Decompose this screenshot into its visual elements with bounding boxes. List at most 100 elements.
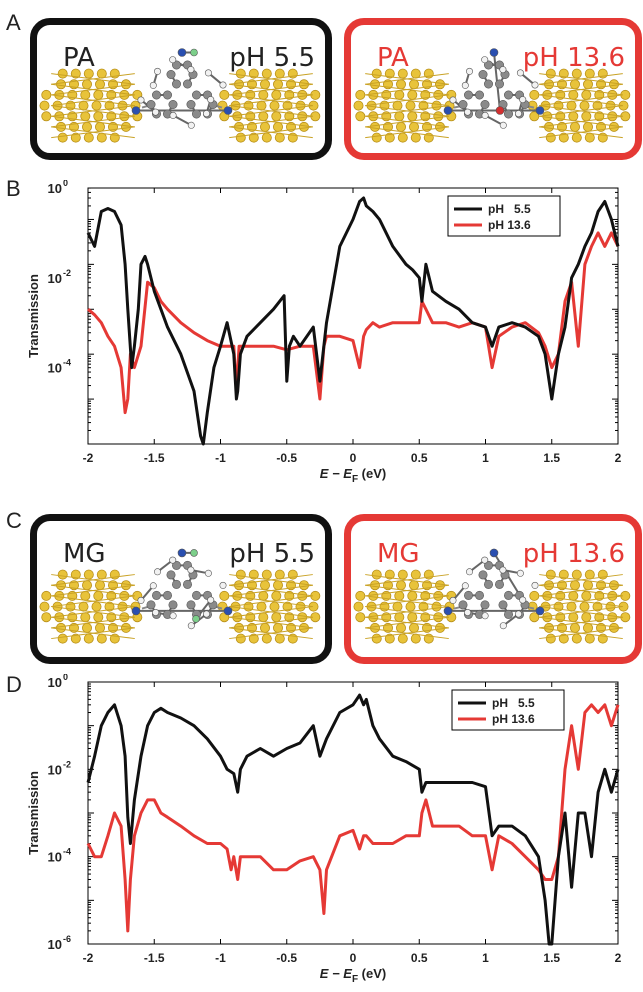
gold-atom [581, 590, 592, 601]
legend-label: pH 5.5 [492, 696, 535, 710]
atom [146, 100, 156, 110]
gold-atom [271, 612, 282, 623]
gold-atom [394, 612, 405, 623]
gold-atom [581, 111, 592, 122]
gold-atom [82, 580, 93, 591]
atom [466, 67, 474, 75]
gold-atom [568, 111, 579, 122]
gold-atom [232, 612, 243, 623]
gold-atom [80, 612, 91, 623]
atom [207, 96, 215, 104]
gold-atom [568, 612, 579, 623]
y-tick-exponent: -2 [63, 759, 71, 769]
panel-letter-b: B [6, 176, 21, 201]
atom [458, 100, 468, 110]
gold-atom [104, 601, 115, 612]
gold-atom [581, 89, 592, 100]
gold-bond [51, 83, 135, 96]
x-tick-label: 1 [482, 951, 489, 965]
atom [484, 60, 494, 70]
gold-bond [365, 94, 449, 107]
gold-atom [607, 590, 618, 601]
gold-bond [229, 105, 313, 117]
gold-atom [579, 100, 590, 111]
gold-atom [543, 580, 554, 591]
molecular-junction-illustration [353, 548, 631, 644]
gold-atom [55, 622, 66, 633]
ph-label: pH 5.5 [229, 43, 315, 73]
atom [154, 568, 162, 576]
gold-atom [409, 580, 420, 591]
gold-bond [51, 584, 135, 597]
molecule-name: MG [377, 539, 420, 569]
gold-atom [83, 132, 94, 143]
y-axis-label: Transmission [26, 274, 41, 358]
legend-box [451, 689, 565, 731]
x-tick-label: -1 [215, 951, 226, 965]
molecule [131, 48, 233, 129]
gold-bond [365, 584, 449, 597]
gold-atom [410, 68, 421, 79]
gold-atom [96, 68, 107, 79]
atom [519, 596, 527, 604]
atom [166, 570, 176, 580]
gold-atom [355, 590, 366, 601]
ph-label: pH 5.5 [229, 539, 315, 569]
atom [489, 548, 499, 558]
gold-atom [371, 633, 382, 644]
gold-atom [397, 569, 408, 580]
gold-bond [365, 627, 449, 640]
gold-bond [365, 606, 449, 618]
gold-atom [96, 569, 107, 580]
gold-atom [433, 89, 444, 100]
atom [499, 622, 507, 630]
y-tick-label: 10 [48, 181, 62, 196]
atom [475, 590, 485, 600]
gold-atom [93, 590, 104, 601]
gold-bond [365, 105, 449, 117]
molecule-box-mg-ph55: MG pH 5.5 [30, 514, 332, 664]
molecule-box-pa-ph136: PA pH 13.6 [344, 18, 642, 160]
atom [464, 590, 474, 600]
gold-atom [355, 612, 366, 623]
gold-atom [405, 601, 416, 612]
gold-atom [298, 580, 309, 591]
atom [172, 60, 182, 70]
gold-atom [93, 111, 104, 122]
gold-atom [70, 569, 81, 580]
gold-atom [70, 68, 81, 79]
y-axis-label: Transmission [26, 771, 41, 855]
gold-atom [295, 100, 306, 111]
gold-atom [271, 590, 282, 601]
atom [495, 106, 505, 115]
atom [464, 90, 474, 100]
gold-atom [529, 111, 540, 122]
atom [458, 600, 468, 610]
molecule-name: PA [63, 43, 95, 73]
gold-atom [529, 590, 540, 601]
gold-atom [282, 601, 293, 612]
gold-atom [80, 590, 91, 601]
atom [172, 79, 182, 89]
gold-atom [54, 612, 65, 623]
gold-atom [582, 622, 593, 633]
gold-atom [571, 132, 582, 143]
gold-atom [261, 569, 272, 580]
gold-bond [539, 126, 623, 139]
atom [449, 596, 457, 604]
gold-atom [396, 121, 407, 132]
atom [499, 566, 507, 574]
gold-atom [82, 121, 93, 132]
x-tick-label: 1 [482, 451, 489, 465]
gold-atom [274, 633, 285, 644]
gold-atom [584, 132, 595, 143]
gold-atom [568, 89, 579, 100]
series-line-1 [87, 231, 620, 415]
gold-atom [582, 580, 593, 591]
gold-bond [51, 574, 135, 586]
atom [484, 579, 494, 589]
molecule-name: MG [63, 539, 106, 569]
atom [478, 69, 488, 79]
gold-atom [368, 111, 379, 122]
gold-atom [543, 79, 554, 90]
